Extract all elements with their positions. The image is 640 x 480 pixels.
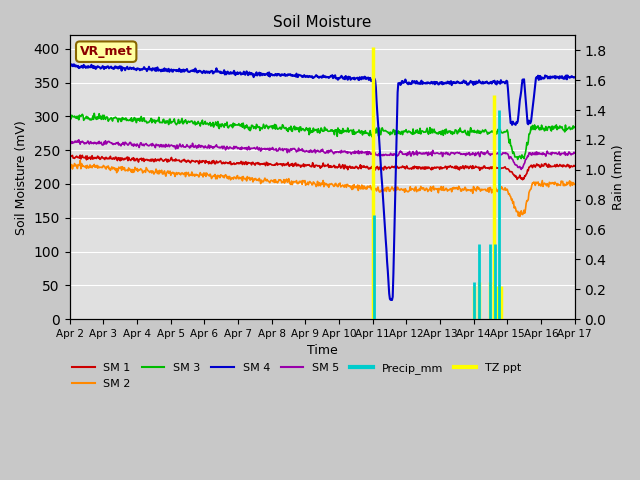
Legend: SM 1, SM 2, SM 3, SM 4, SM 5, Precip_mm, TZ ppt: SM 1, SM 2, SM 3, SM 4, SM 5, Precip_mm,… [68,359,526,393]
Y-axis label: Rain (mm): Rain (mm) [612,144,625,210]
Text: VR_met: VR_met [80,45,132,58]
Title: Soil Moisture: Soil Moisture [273,15,371,30]
Y-axis label: Soil Moisture (mV): Soil Moisture (mV) [15,120,28,235]
X-axis label: Time: Time [307,344,337,357]
